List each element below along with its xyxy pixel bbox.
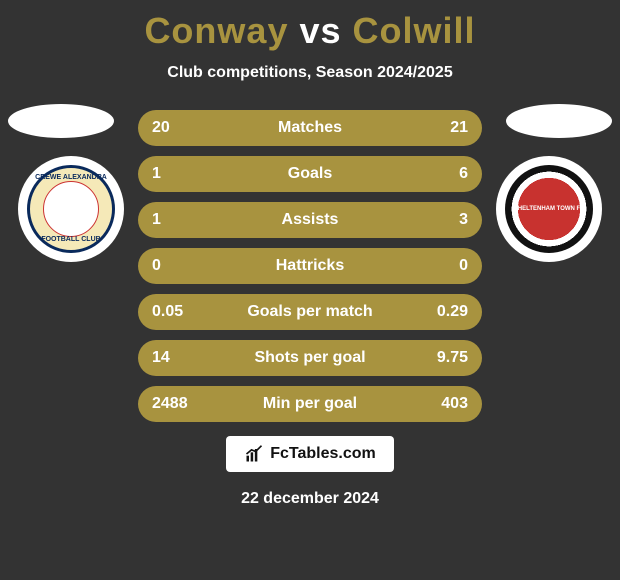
club-badge-right-inner: CHELTENHAM TOWN FC (505, 165, 593, 253)
decorative-ellipse-right (506, 104, 612, 138)
stats-panel: CREWE ALEXANDRA FOOTBALL CLUB CHELTENHAM… (0, 110, 620, 430)
stat-value-right: 21 (426, 119, 468, 137)
stat-row: 14 Shots per goal 9.75 (138, 340, 482, 376)
stat-row: 1 Assists 3 (138, 202, 482, 238)
brand-logo[interactable]: FcTables.com (226, 436, 394, 472)
stat-rows: 20 Matches 21 1 Goals 6 1 Assists 3 0 Hattricks 0 0.… (138, 110, 482, 432)
stat-label: Goals per match (247, 303, 372, 321)
stat-value-left: 1 (152, 211, 194, 229)
stat-value-left: 20 (152, 119, 194, 137)
stat-value-left: 0.05 (152, 303, 194, 321)
subtitle: Club competitions, Season 2024/2025 (0, 64, 620, 82)
comparison-title: Conway vs Colwill (0, 0, 620, 52)
stat-label: Hattricks (276, 257, 344, 275)
stat-row: 2488 Min per goal 403 (138, 386, 482, 422)
stat-value-right: 6 (426, 165, 468, 183)
stat-value-right: 3 (426, 211, 468, 229)
stat-label: Goals (288, 165, 332, 183)
stat-row: 20 Matches 21 (138, 110, 482, 146)
stat-value-right: 0.29 (426, 303, 468, 321)
stat-row: 0.05 Goals per match 0.29 (138, 294, 482, 330)
brand-text: FcTables.com (270, 445, 376, 463)
player1-name: Conway (144, 10, 288, 51)
club-badge-right: CHELTENHAM TOWN FC (496, 156, 602, 262)
stat-value-left: 0 (152, 257, 194, 275)
stat-row: 0 Hattricks 0 (138, 248, 482, 284)
footer: FcTables.com (0, 436, 620, 472)
stat-row: 1 Goals 6 (138, 156, 482, 192)
player2-name: Colwill (353, 10, 476, 51)
stat-value-right: 0 (426, 257, 468, 275)
vs-separator: vs (299, 10, 341, 51)
stat-value-left: 1 (152, 165, 194, 183)
club-badge-left: CREWE ALEXANDRA FOOTBALL CLUB (18, 156, 124, 262)
club-name-bottom: FOOTBALL CLUB (35, 236, 107, 244)
club-badge-left-inner: CREWE ALEXANDRA FOOTBALL CLUB (27, 165, 115, 253)
club-badge-right-label: CHELTENHAM TOWN FC (505, 206, 593, 212)
club-name-top: CREWE ALEXANDRA (35, 174, 107, 182)
stat-value-left: 14 (152, 349, 194, 367)
stat-label: Matches (278, 119, 342, 137)
stat-value-right: 9.75 (426, 349, 468, 367)
stat-value-right: 403 (426, 395, 468, 413)
chart-icon (244, 444, 264, 464)
date-text: 22 december 2024 (0, 490, 620, 508)
stat-label: Shots per goal (254, 349, 365, 367)
club-badge-left-label: CREWE ALEXANDRA FOOTBALL CLUB (35, 174, 107, 243)
stat-label: Min per goal (263, 395, 357, 413)
decorative-ellipse-left (8, 104, 114, 138)
stat-value-left: 2488 (152, 395, 194, 413)
stat-label: Assists (282, 211, 339, 229)
